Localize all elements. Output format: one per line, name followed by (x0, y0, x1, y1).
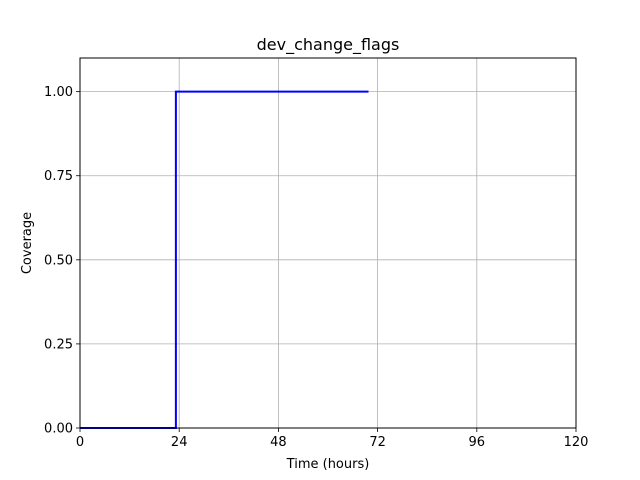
x-tick-label: 24 (171, 435, 188, 450)
x-tick-label: 120 (564, 435, 589, 450)
y-axis-ticks: 0.00 0.25 0.50 0.75 1.00 (44, 85, 80, 437)
y-tick-label: 0.50 (44, 253, 73, 268)
x-tick-label: 48 (270, 435, 287, 450)
x-tick-label: 72 (369, 435, 386, 450)
y-tick-label: 0.75 (44, 169, 73, 184)
plot-frame (79, 57, 577, 429)
y-tick-label: 0.00 (44, 422, 73, 437)
y-axis-label: Coverage (20, 212, 35, 274)
x-axis-ticks: 0 24 48 72 96 120 (76, 428, 589, 450)
x-tick-label: 0 (76, 435, 84, 450)
grid (79, 58, 577, 429)
y-tick-label: 0.25 (44, 337, 73, 352)
chart-title: dev_change_flags (257, 35, 400, 55)
x-tick-label: 96 (469, 435, 486, 450)
y-tick-label: 1.00 (44, 85, 73, 100)
x-axis-label: Time (hours) (286, 457, 370, 472)
